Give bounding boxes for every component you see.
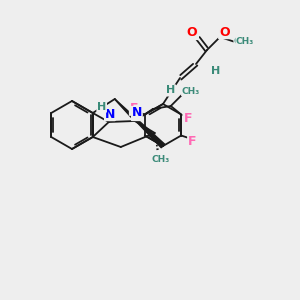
Text: H: H bbox=[212, 66, 220, 76]
Text: O: O bbox=[219, 26, 229, 38]
Text: N: N bbox=[132, 107, 142, 121]
Polygon shape bbox=[115, 99, 165, 148]
Text: CH₃: CH₃ bbox=[182, 86, 200, 95]
Text: F: F bbox=[130, 102, 138, 115]
Text: H: H bbox=[167, 86, 177, 96]
Text: F: F bbox=[188, 135, 197, 148]
Text: CH₃: CH₃ bbox=[234, 37, 252, 46]
Text: N: N bbox=[105, 107, 115, 121]
Text: H: H bbox=[210, 66, 220, 76]
Text: F: F bbox=[184, 112, 192, 125]
Text: F: F bbox=[130, 102, 138, 115]
Text: F: F bbox=[188, 135, 197, 148]
Text: O: O bbox=[220, 26, 230, 38]
Text: N: N bbox=[132, 106, 142, 119]
Text: CH₃: CH₃ bbox=[236, 37, 254, 46]
Text: CH₃: CH₃ bbox=[152, 155, 170, 164]
Text: F: F bbox=[184, 112, 192, 125]
Text: H: H bbox=[167, 85, 176, 95]
Text: O: O bbox=[187, 26, 197, 38]
Text: H: H bbox=[97, 102, 106, 112]
Text: CH₃: CH₃ bbox=[182, 86, 200, 95]
Text: N: N bbox=[105, 107, 115, 121]
Text: O: O bbox=[188, 26, 198, 40]
Text: H: H bbox=[97, 102, 106, 112]
Text: CH₃: CH₃ bbox=[152, 155, 170, 164]
